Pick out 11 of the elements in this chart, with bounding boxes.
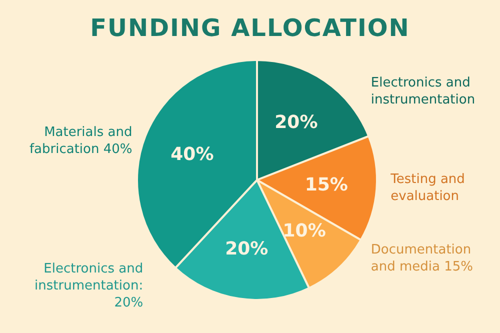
slice-label: Electronics and instrumentation: 20%: [34, 262, 144, 311]
slice-label: Materials and fabrication 40%: [29, 124, 132, 157]
slice-label: Testing and evaluation: [390, 172, 465, 204]
data-label: 20%: [274, 112, 318, 133]
slice-label: Electronics and instrumentation: [370, 75, 476, 108]
data-label: 10%: [282, 220, 326, 242]
data-label: 20%: [225, 238, 268, 260]
chart-title: FUNDING ALLOCATION: [89, 14, 411, 42]
slice-label: Documentation and media 15%: [370, 242, 474, 275]
data-label: 40%: [170, 144, 214, 166]
data-label: 15%: [304, 174, 348, 196]
